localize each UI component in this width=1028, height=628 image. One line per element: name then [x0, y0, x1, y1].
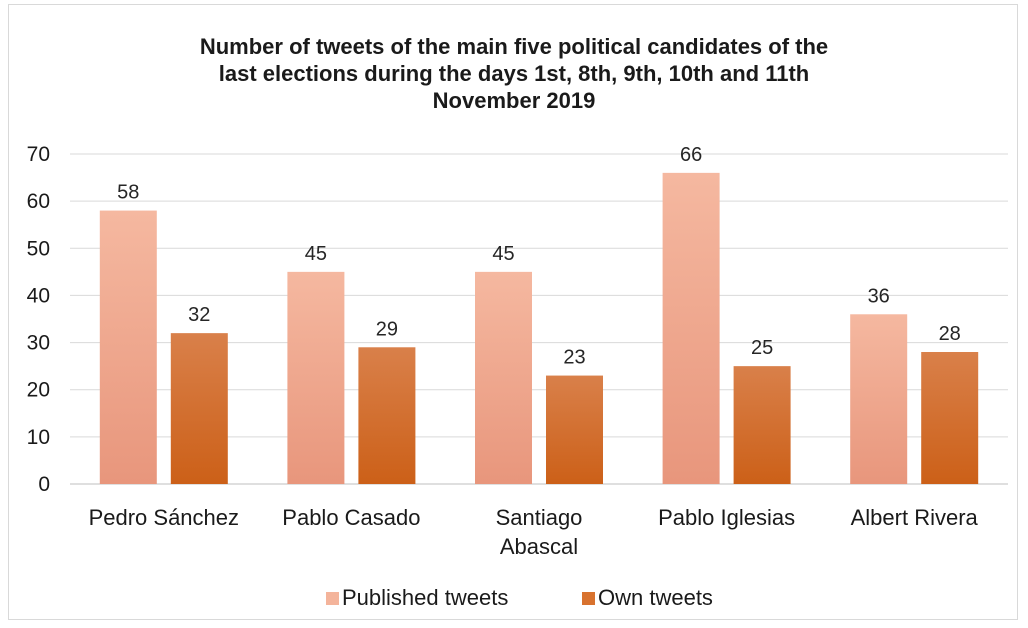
- chart-title: Number of tweets of the main five politi…: [200, 34, 828, 113]
- data-label: 25: [751, 337, 773, 359]
- y-tick-label: 0: [38, 473, 50, 496]
- chart-title-line: Number of tweets of the main five politi…: [200, 34, 828, 59]
- y-tick-label: 20: [27, 379, 50, 402]
- y-tick-label: 70: [27, 143, 50, 166]
- bar-own-tweets: [921, 352, 979, 484]
- bar-own-tweets: [546, 375, 603, 484]
- data-label: 36: [868, 285, 890, 307]
- legend-label: Published tweets: [342, 585, 508, 610]
- bar-published-tweets: [287, 271, 345, 484]
- data-label: 32: [188, 304, 210, 326]
- chart-title-line: November 2019: [433, 88, 596, 113]
- bar-published-tweets: [475, 271, 532, 484]
- bar-own-tweets: [170, 333, 228, 484]
- data-label: 45: [492, 243, 514, 265]
- y-tick-label: 50: [27, 237, 50, 260]
- x-axis-categories: Pedro Sánchez Pablo Casado Santiago Abascal…: [89, 505, 979, 559]
- y-tick-label: 30: [27, 332, 50, 355]
- bar-own-tweets: [358, 347, 416, 484]
- y-tick-label: 10: [27, 426, 50, 449]
- data-label: 66: [680, 144, 702, 166]
- data-label: 23: [563, 347, 585, 369]
- y-axis-ticks: 0 10 20 30 40 50 60 70: [27, 143, 50, 496]
- bars: [99, 172, 979, 485]
- chart-title-line: last elections during the days 1st, 8th,…: [219, 61, 809, 86]
- x-category-label: Albert Rivera: [851, 505, 979, 530]
- x-category-label: Pedro Sánchez: [89, 505, 239, 530]
- legend: Published tweets Own tweets: [326, 585, 713, 610]
- x-category-label: Abascal: [500, 534, 578, 559]
- legend-swatch: [326, 592, 339, 605]
- bar-published-tweets: [850, 314, 908, 484]
- bar-published-tweets: [662, 172, 720, 484]
- data-label: 28: [939, 323, 961, 345]
- data-label: 29: [376, 318, 398, 340]
- x-category-label: Santiago: [496, 505, 583, 530]
- legend-label: Own tweets: [598, 585, 713, 610]
- data-labels: 58 32 45 29 45 23 66 25 36 28: [117, 144, 961, 369]
- data-label: 45: [305, 243, 327, 265]
- legend-swatch: [582, 592, 595, 605]
- data-label: 58: [117, 182, 139, 204]
- bar-published-tweets: [99, 210, 157, 485]
- y-tick-label: 40: [27, 284, 50, 307]
- x-category-label: Pablo Casado: [282, 505, 420, 530]
- x-category-label: Pablo Iglesias: [658, 505, 795, 530]
- bar-own-tweets: [733, 366, 791, 484]
- y-tick-label: 60: [27, 190, 50, 213]
